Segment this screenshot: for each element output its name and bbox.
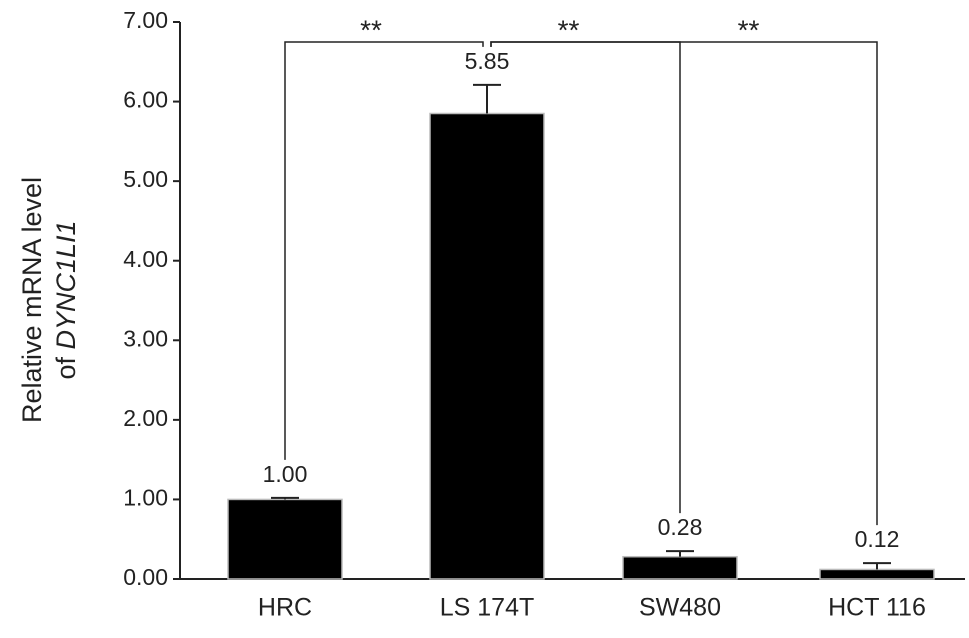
significance-bracket [490, 41, 878, 526]
y-tick-label: 1.00 [123, 485, 168, 511]
value-label: 0.28 [658, 514, 703, 540]
y-tick-label: 6.00 [123, 87, 168, 113]
error-bar [473, 83, 501, 114]
bar [622, 555, 738, 580]
value-label: 0.12 [855, 526, 900, 552]
y-label-gene: DYNC1LI1 [51, 220, 81, 349]
value-label: 1.00 [263, 461, 308, 487]
x-tick-label: HCT 116 [828, 594, 926, 622]
significance-label: ** [360, 14, 382, 45]
y-label-line: of DYNC1LI1 [51, 220, 81, 379]
y-tick-label: 3.00 [123, 325, 168, 351]
error-bar [863, 562, 891, 570]
y-tick-label: 7.00 [123, 7, 168, 33]
error-bar [666, 550, 694, 557]
significance-bracket [284, 41, 484, 460]
y-tick-label: 2.00 [123, 405, 168, 431]
bar [819, 568, 935, 580]
significance-label: ** [738, 14, 760, 45]
y-tick-label: 4.00 [123, 246, 168, 272]
x-tick-label: HRC [258, 594, 312, 622]
y-label-prefix: of [51, 357, 81, 380]
y-tick-label: 5.00 [123, 166, 168, 192]
y-label-line: Relative mRNA level [17, 177, 47, 423]
bar [429, 112, 545, 580]
error-bar [271, 496, 299, 500]
y-tick-label: 0.00 [123, 564, 168, 590]
x-tick-label: SW480 [639, 594, 721, 622]
x-tick-label: LS 174T [440, 594, 535, 622]
bar [227, 498, 343, 580]
significance-label: ** [558, 14, 580, 45]
value-label: 5.85 [465, 48, 510, 74]
y-axis-title: Relative mRNA level of DYNC1LI1 [17, 177, 81, 423]
